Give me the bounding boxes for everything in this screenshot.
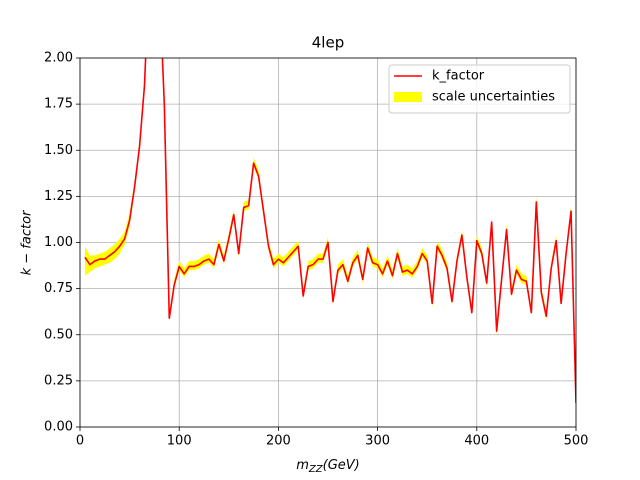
legend-patch [394,92,422,102]
x-tick-label: 500 [564,434,589,449]
x-tick-label: 0 [76,434,84,449]
legend-label: scale uncertainties [432,90,555,105]
y-tick-label: 1.00 [44,235,73,250]
x-tick-label: 400 [464,434,489,449]
y-tick-label: 0.75 [44,281,73,296]
axes: 0 100 200 300 400 500 0.00 0.25 0.50 0.75 1.00 1.25… [44,51,588,449]
legend-box [388,64,571,114]
plot-data [84,58,576,407]
x-tick-label: 100 [167,434,192,449]
x-tick-label: 300 [365,434,390,449]
x-axis-label: mZZ(GeV) [296,458,359,476]
y-axis-label: k − factor [20,209,35,275]
x-label-rest: (GeV) [323,458,360,473]
y-tick-label: 0.25 [44,373,73,388]
x-label-sub: ZZ [308,464,324,475]
y-tick-label: 1.75 [44,97,73,112]
x-label-main: m [296,458,309,473]
y-tick-label: 1.25 [44,189,73,204]
x-tick-label: 200 [266,434,291,449]
legend-label: k_factor [432,69,485,84]
series-line [84,58,576,404]
chart-title: 4lep [312,34,344,52]
y-tick-label: 2.00 [44,51,73,66]
y-tick-label: 0.50 [44,327,73,342]
y-tick-label: 1.50 [44,143,73,158]
y-tick-label: 0.00 [44,420,73,435]
